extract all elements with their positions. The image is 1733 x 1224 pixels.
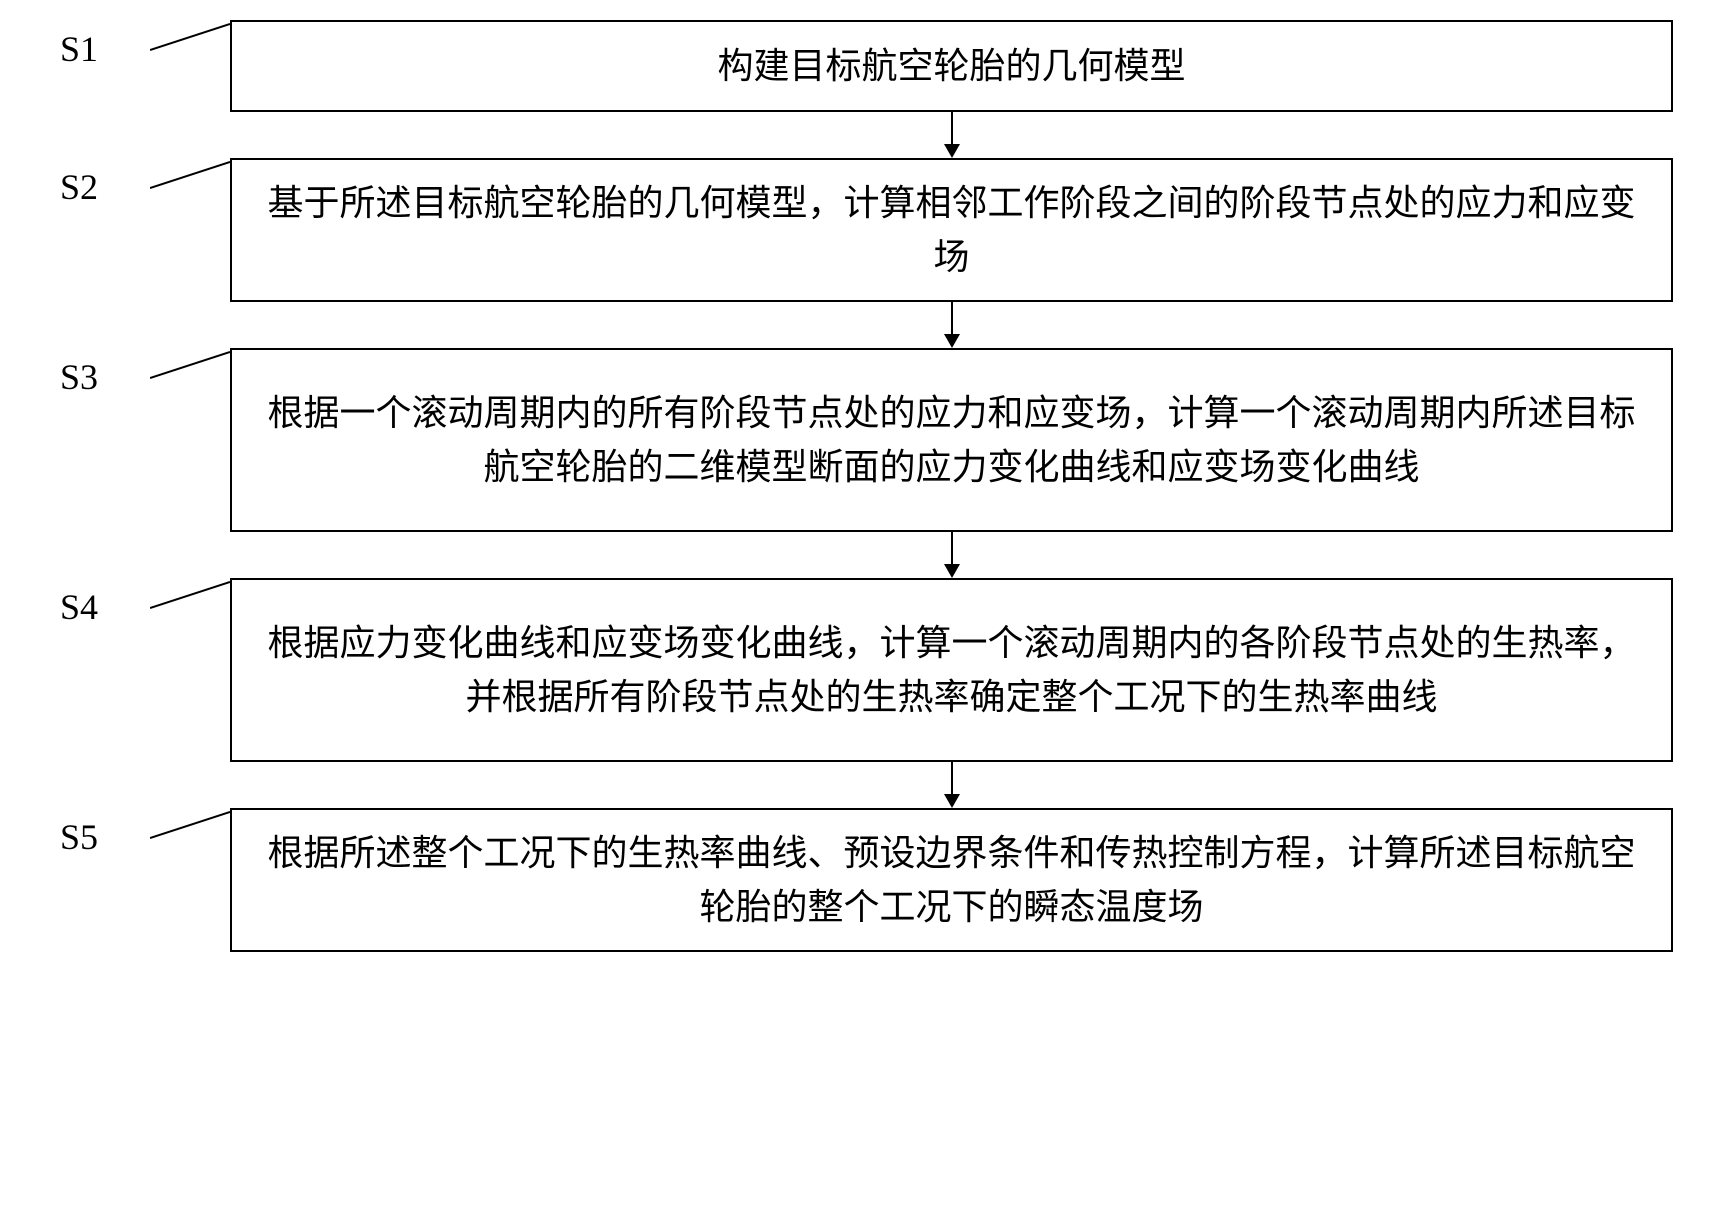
arrow-s2-s3 — [60, 302, 1673, 348]
leader-svg-icon — [150, 158, 230, 208]
step-label-s3: S3 — [60, 348, 150, 398]
arrow-down-icon — [940, 762, 964, 808]
leader-line-s4 — [150, 578, 230, 580]
arrow-down-icon — [940, 302, 964, 348]
leader-svg-icon — [150, 808, 230, 858]
step-row-s4: S4 根据应力变化曲线和应变场变化曲线，计算一个滚动周期内的各阶段节点处的生热率… — [60, 578, 1673, 762]
flowchart-container: S1 构建目标航空轮胎的几何模型 S2 基于所述目标航空轮胎的几何模型，计算相邻… — [60, 20, 1673, 952]
step-box-s1: 构建目标航空轮胎的几何模型 — [230, 20, 1673, 112]
step-box-s3: 根据一个滚动周期内的所有阶段节点处的应力和应变场，计算一个滚动周期内所述目标航空… — [230, 348, 1673, 532]
step-box-s2: 基于所述目标航空轮胎的几何模型，计算相邻工作阶段之间的阶段节点处的应力和应变场 — [230, 158, 1673, 302]
arrow-s1-s2 — [60, 112, 1673, 158]
step-row-s5: S5 根据所述整个工况下的生热率曲线、预设边界条件和传热控制方程，计算所述目标航… — [60, 808, 1673, 952]
step-row-s3: S3 根据一个滚动周期内的所有阶段节点处的应力和应变场，计算一个滚动周期内所述目… — [60, 348, 1673, 532]
leader-svg-icon — [150, 20, 230, 70]
arrow-s4-s5 — [60, 762, 1673, 808]
arrow-down-icon — [940, 112, 964, 158]
step-label-s2: S2 — [60, 158, 150, 208]
leader-svg-icon — [150, 348, 230, 398]
step-box-s5: 根据所述整个工况下的生热率曲线、预设边界条件和传热控制方程，计算所述目标航空轮胎… — [230, 808, 1673, 952]
leader-svg-icon — [150, 578, 230, 628]
step-row-s1: S1 构建目标航空轮胎的几何模型 — [60, 20, 1673, 112]
step-row-s2: S2 基于所述目标航空轮胎的几何模型，计算相邻工作阶段之间的阶段节点处的应力和应… — [60, 158, 1673, 302]
arrow-down-icon — [940, 532, 964, 578]
step-box-s4: 根据应力变化曲线和应变场变化曲线，计算一个滚动周期内的各阶段节点处的生热率，并根… — [230, 578, 1673, 762]
arrow-s3-s4 — [60, 532, 1673, 578]
leader-line-s5 — [150, 808, 230, 810]
step-label-s4: S4 — [60, 578, 150, 628]
leader-line-s1 — [150, 20, 230, 22]
leader-line-s3 — [150, 348, 230, 350]
leader-line-s2 — [150, 158, 230, 160]
step-label-s1: S1 — [60, 20, 150, 70]
step-label-s5: S5 — [60, 808, 150, 858]
